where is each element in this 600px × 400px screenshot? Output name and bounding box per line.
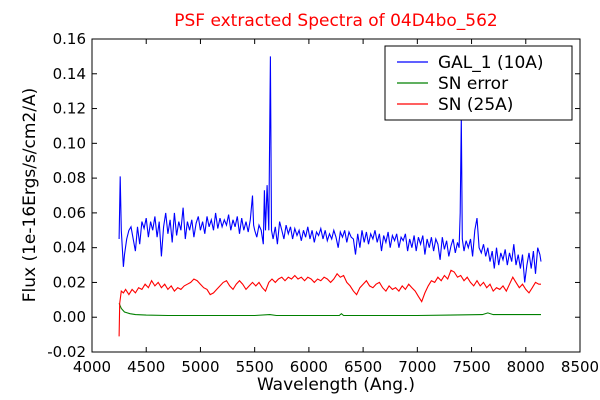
x-tick-label: 5500: [236, 358, 274, 376]
y-tick-label: 0.14: [53, 65, 86, 83]
x-tick-label: 4000: [73, 358, 111, 376]
x-tick-label: 4500: [127, 358, 165, 376]
x-tick-label: 7000: [398, 358, 436, 376]
y-tick-label: 0.02: [53, 273, 86, 291]
y-axis-ticks: -0.02 0.00 0.02 0.04 0.06 0.08 0.10 0.12 0.14 0.1…: [47, 30, 580, 361]
series-layer: [118, 56, 542, 337]
x-tick-label: 6000: [290, 358, 328, 376]
y-tick-label: -0.02: [47, 343, 86, 361]
y-tick-label: 0.00: [53, 308, 86, 326]
y-tick-label: 0.12: [53, 100, 86, 118]
legend-label-gal-1: GAL_1 (10A): [438, 53, 544, 73]
x-tick-label: 8000: [507, 358, 545, 376]
y-tick-label: 0.04: [53, 239, 86, 257]
x-tick-label: 7500: [452, 358, 490, 376]
legend-label-sn-error: SN error: [438, 74, 508, 94]
x-tick-label: 8500: [561, 358, 599, 376]
legend: GAL_1 (10A) SN error SN (25A): [384, 45, 573, 121]
plot-frame: [91, 38, 581, 353]
series-line-sn-25a: [118, 269, 541, 337]
x-axis-label: Wavelength (Ang.): [257, 375, 415, 395]
x-tick-label: 6500: [344, 358, 382, 376]
x-tick-label: 5000: [181, 358, 219, 376]
legend-label-sn-25a: SN (25A): [438, 95, 513, 115]
chart-title: PSF extracted Spectra of 04D4bo_562: [174, 11, 498, 31]
y-axis-label: Flux (1e-16Ergs/s/cm2/A): [20, 88, 40, 303]
x-axis-ticks: 4000 4500 5000 5500 6000 6500 7000 7500 8000 8500: [73, 39, 599, 376]
y-tick-label: 0.10: [53, 134, 86, 152]
plot-area: 4000 4500 5000 5500 6000 6500 7000 7500 8000 8500…: [47, 30, 599, 376]
y-tick-label: 0.06: [53, 204, 86, 222]
y-tick-label: 0.08: [53, 169, 86, 187]
series-line-gal-1-10a: [118, 56, 542, 283]
y-tick-label: 0.16: [53, 30, 86, 48]
series-line-sn-error: [118, 303, 541, 317]
